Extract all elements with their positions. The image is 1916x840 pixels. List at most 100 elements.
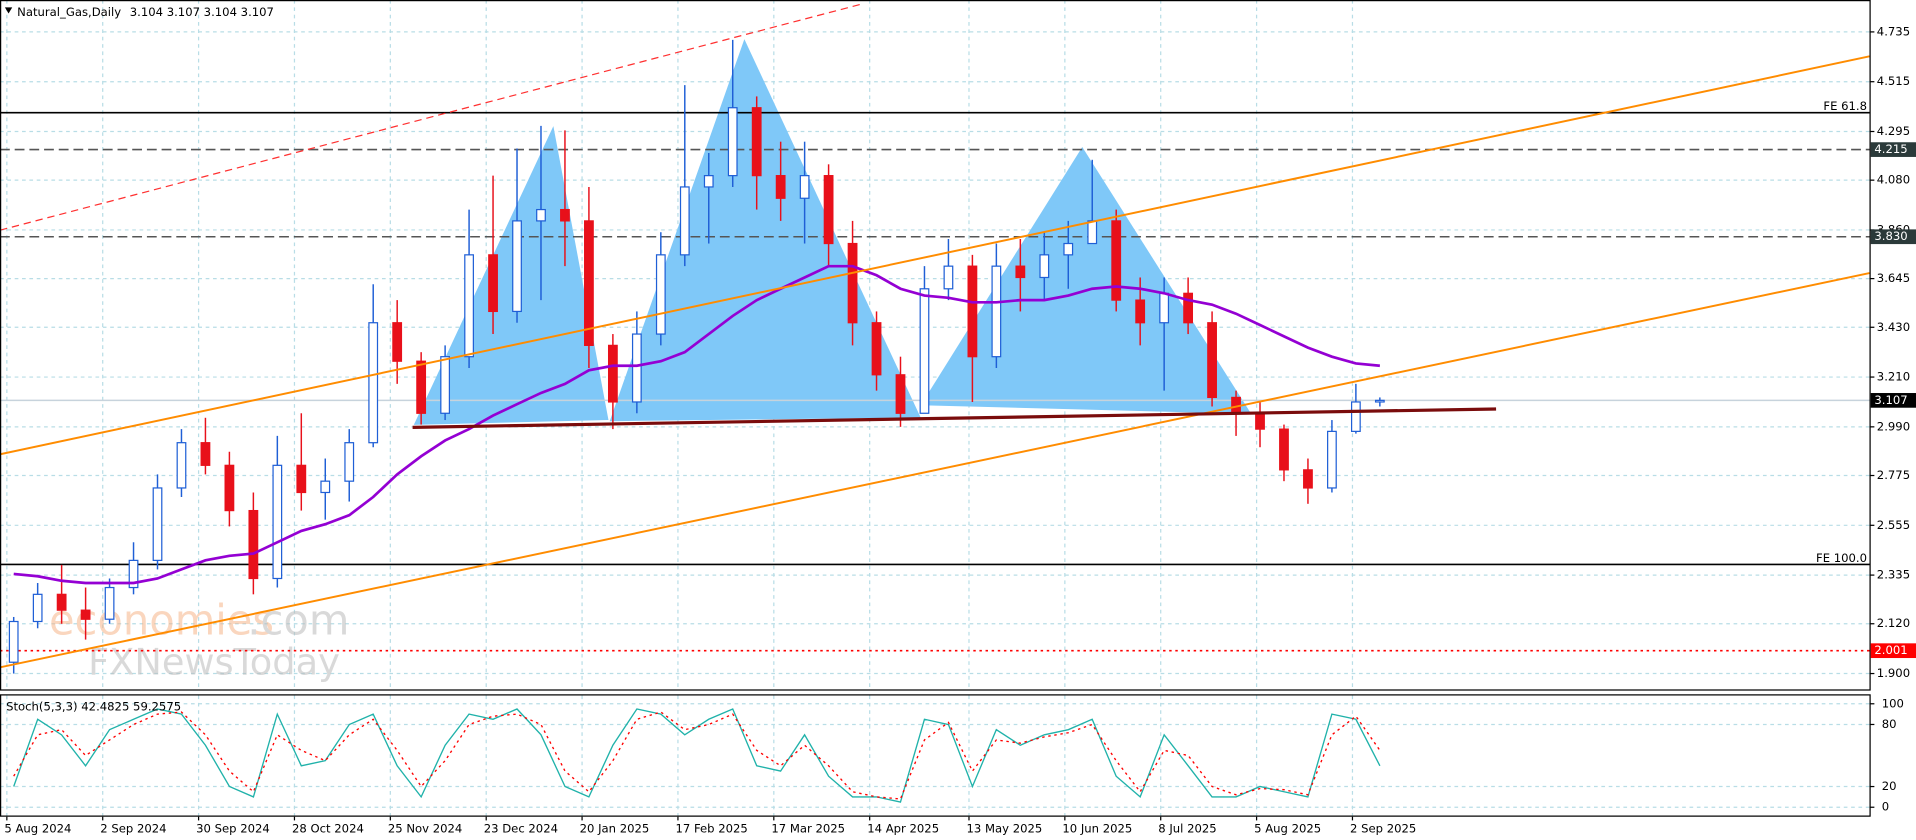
trendline [0, 3, 864, 231]
y-tick-label: 2.555 [1877, 518, 1910, 532]
candle-body [8, 620, 19, 663]
trendline [0, 55, 1870, 456]
price-tag [1870, 229, 1916, 245]
candle-body [1255, 412, 1265, 430]
candle-body [104, 586, 115, 620]
y-tick-label: 20 [1882, 779, 1897, 793]
candle-body [679, 186, 690, 256]
x-tick-label: 30 Sep 2024 [196, 821, 270, 835]
x-tick-label: 14 Apr 2025 [867, 821, 939, 835]
x-tick-label: 20 Jan 2025 [580, 821, 650, 835]
stoch-line [13, 708, 1381, 803]
y-tick-label: 100 [1882, 696, 1904, 710]
candle-body [1063, 242, 1074, 256]
candle-body [488, 254, 498, 313]
candle-body [1279, 428, 1289, 471]
patterns [413, 39, 1252, 425]
symbol: Natural_Gas,Daily [17, 5, 121, 19]
candle-body [224, 464, 235, 512]
stoch-title: Stoch(5,3,3) [6, 699, 77, 713]
candle-body [703, 175, 714, 188]
level-name: FE 61.8 [1823, 99, 1867, 113]
pattern-triangle [920, 146, 1252, 414]
x-tick-label: 10 Jun 2025 [1062, 821, 1132, 835]
candle-body [584, 220, 594, 346]
neckline [412, 407, 1497, 429]
candle-body [512, 220, 522, 313]
header-close: 3.107 [241, 5, 274, 19]
stoch-panel-border [0, 694, 1871, 817]
watermark: economies .com FXNewsToday [49, 595, 349, 683]
y-tick-label: 3.430 [1877, 320, 1910, 334]
candle-body [56, 593, 67, 611]
y-tick-label: 4.080 [1877, 173, 1910, 187]
candle-body [32, 593, 43, 623]
candle-body [80, 609, 91, 620]
candle-body [775, 175, 786, 199]
candle-body [823, 175, 834, 245]
header-open: 3.104 [130, 5, 163, 19]
candle-body [751, 107, 762, 177]
candle-body [440, 356, 451, 414]
price-tag [1870, 142, 1916, 157]
x-tick-label: 25 Nov 2024 [388, 821, 462, 835]
y-tick-label: 4.515 [1877, 74, 1910, 88]
candle-body [631, 333, 642, 403]
candle-body [967, 265, 978, 358]
moving-average [13, 264, 1381, 585]
candle-body [1087, 220, 1098, 245]
header-low: 3.104 [204, 5, 237, 19]
stochastic [13, 708, 1381, 803]
level-name: FE 100.0 [1816, 551, 1867, 565]
price-tag-label: 3.107 [1874, 393, 1907, 407]
stoch-main: 42.4825 [81, 699, 129, 713]
header-high: 3.107 [167, 5, 200, 19]
candle-body [1327, 430, 1337, 489]
candle-body [464, 254, 474, 358]
price-tag [1870, 643, 1916, 659]
y-tick-label: 3.645 [1877, 271, 1910, 285]
candle-body [392, 322, 403, 362]
candle-body [655, 254, 666, 335]
candle-body [871, 322, 882, 376]
menu-arrow[interactable] [4, 7, 13, 14]
pattern-triangle [609, 39, 921, 422]
candle-body [368, 322, 379, 444]
candle-body [560, 208, 570, 222]
candle-body [248, 509, 259, 580]
y-tick-label: 2.335 [1877, 568, 1910, 582]
candle-body [1183, 292, 1194, 324]
x-tick-label: 2 Sep 2025 [1350, 821, 1416, 835]
candle-body [607, 344, 618, 403]
watermark-sub: FXNewsToday [88, 641, 340, 684]
x-tick-label: 23 Dec 2024 [484, 821, 558, 835]
price-tag-label: 2.001 [1874, 643, 1907, 657]
stoch-header: Stoch(5,3,3) 42.4825 59.2575 [6, 699, 181, 713]
candle-body [1207, 322, 1217, 399]
x-tick-label: 17 Feb 2025 [675, 821, 747, 835]
candle-body [799, 175, 810, 199]
candle-body [152, 487, 163, 561]
y-tick-label: 4.735 [1877, 24, 1910, 38]
candle-body [895, 374, 906, 414]
candle-body [943, 265, 954, 290]
price-tag-label: 3.830 [1874, 229, 1907, 243]
pattern-triangle [413, 126, 609, 425]
trendlines [0, 3, 1870, 669]
x-tick-label: 28 Oct 2024 [292, 821, 364, 835]
watermark-domain: .com [247, 595, 349, 644]
x-tick-label: 5 Aug 2025 [1254, 821, 1321, 835]
candle-body [1303, 469, 1313, 489]
candle-body [272, 464, 283, 580]
candle-body [416, 360, 427, 414]
y-tick-label: 0 [1882, 800, 1889, 814]
price-tag-label: 4.215 [1874, 142, 1907, 156]
chart-header: Natural_Gas,Daily 3.104 3.107 3.104 3.10… [17, 5, 274, 19]
candle-body [1135, 299, 1146, 324]
x-tick-label: 8 Jul 2025 [1158, 821, 1216, 835]
y-tick-label: 3.210 [1877, 370, 1910, 384]
candle-body [176, 442, 187, 489]
